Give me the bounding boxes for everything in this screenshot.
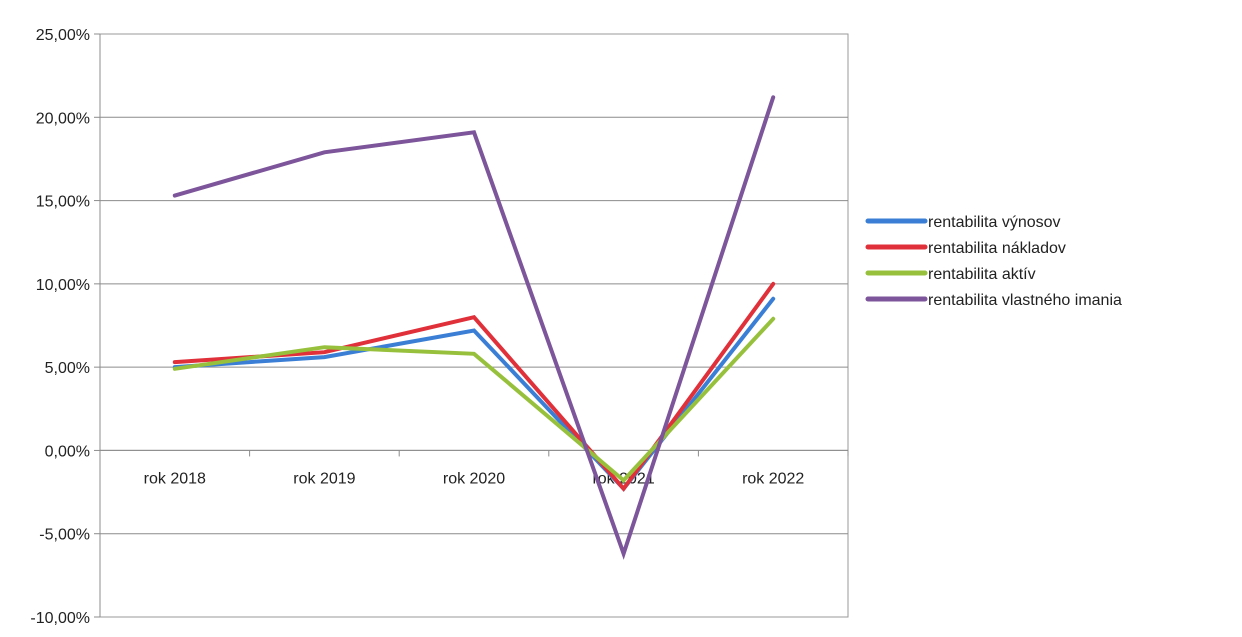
y-tick-labels: 25,00% 20,00% 15,00% 10,00% 5,00% 0,00% -5,00%…: [30, 27, 90, 627]
x-tick-label: rok 2019: [293, 470, 355, 487]
legend: rentabilita výnosov rentabilita nákladov r…: [865, 214, 1122, 309]
y-tick-label: 15,00%: [36, 194, 90, 211]
x-tick-label: rok 2018: [144, 470, 206, 487]
series-lines: [172, 95, 776, 560]
x-tick-label: rok 2022: [742, 470, 804, 487]
y-tick-label: -5,00%: [39, 527, 90, 544]
legend-label: rentabilita vlastného imania: [928, 292, 1122, 309]
legend-label: rentabilita aktív: [928, 266, 1036, 283]
y-tick-label: 10,00%: [36, 277, 90, 294]
y-tick-label: -10,00%: [30, 610, 90, 627]
y-tick-label: 25,00%: [36, 27, 90, 44]
legend-label: rentabilita nákladov: [928, 240, 1066, 257]
y-tick-label: 5,00%: [45, 360, 90, 377]
axes: [94, 33, 849, 618]
x-tick-labels: rok 2018 rok 2019 rok 2020 rok 2021 rok 2022: [144, 470, 805, 487]
x-tick-label: rok 2020: [443, 470, 505, 487]
series-line: [172, 95, 776, 560]
grid-lines: [99, 33, 849, 618]
y-tick-label: 0,00%: [45, 443, 90, 460]
series-line: [172, 281, 776, 492]
y-tick-label: 20,00%: [36, 110, 90, 127]
legend-label: rentabilita výnosov: [928, 214, 1061, 231]
plot-area-border: [99, 33, 849, 618]
series-line: [172, 296, 776, 492]
series-line: [172, 316, 776, 484]
